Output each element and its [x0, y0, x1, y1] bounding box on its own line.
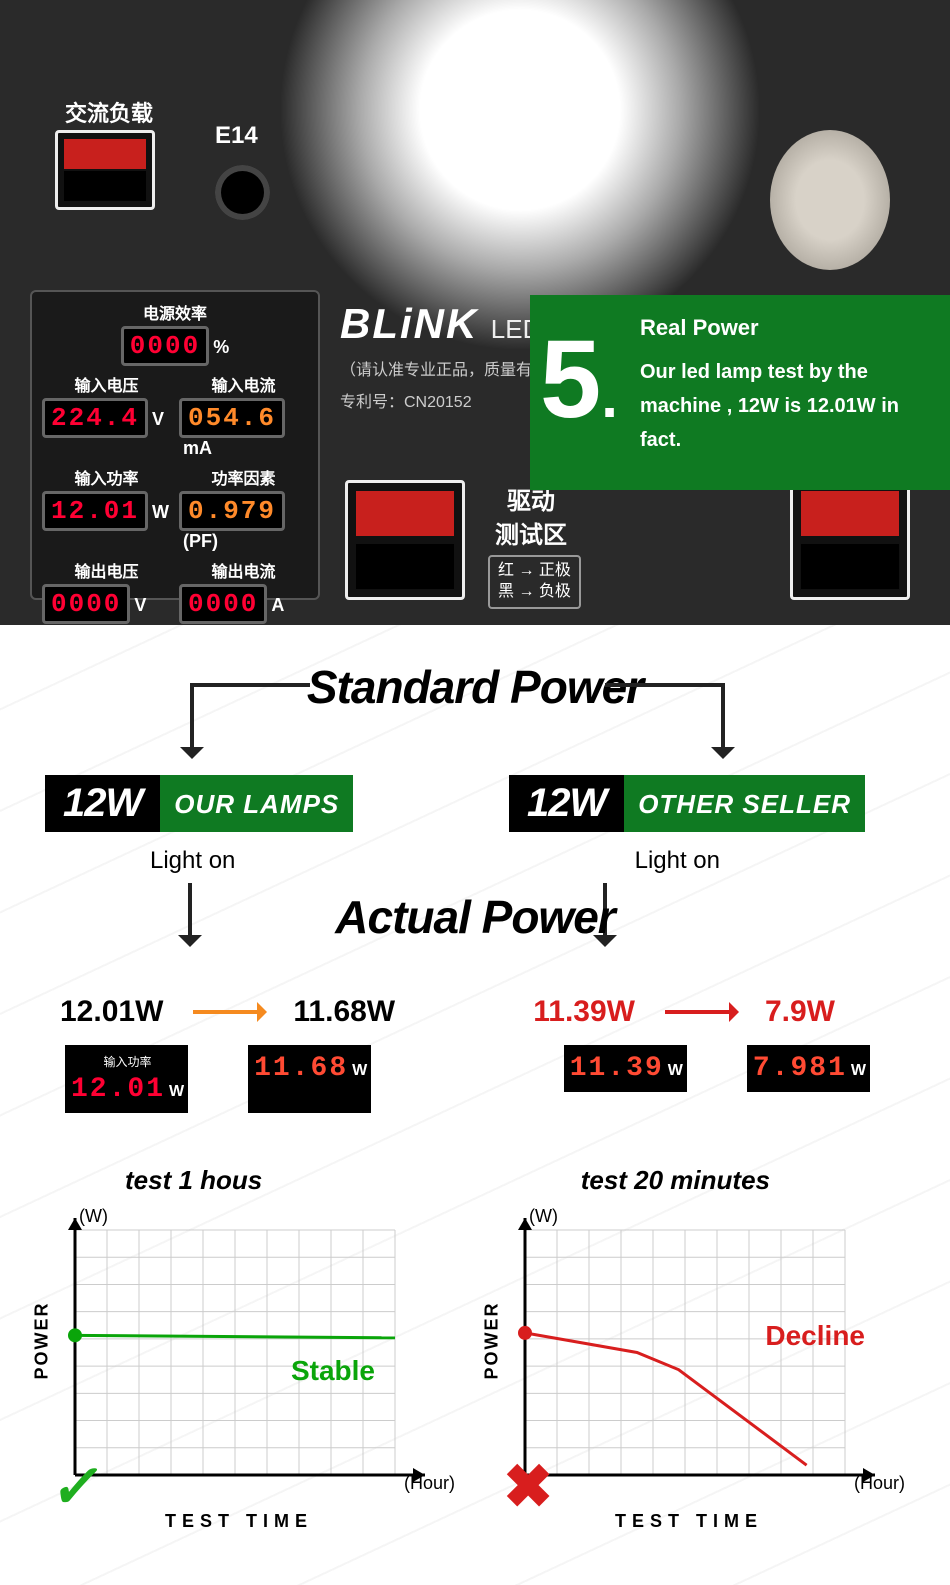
- drive-area-label: 驱动 测试区: [495, 485, 567, 552]
- readout-unit: mA: [183, 438, 212, 458]
- y-unit: (W): [79, 1206, 108, 1227]
- tag-label: OUR LAMPS: [160, 775, 353, 832]
- power-to: 7.9W: [765, 995, 835, 1029]
- knob-icon: [215, 165, 270, 220]
- arrow-right-icon: [193, 1010, 263, 1014]
- readout-value: 0.979: [179, 491, 285, 531]
- brand-name: BLiNK: [340, 300, 478, 347]
- readout-value: 0000: [179, 584, 267, 624]
- y-axis-label: POWER: [482, 1301, 503, 1379]
- display-row-left: 输入功率12.01W 11.68W: [65, 1045, 371, 1113]
- branch-arrow-left-icon: [190, 683, 310, 753]
- y-axis-label: POWER: [32, 1301, 53, 1379]
- x-axis-label: TEST TIME: [615, 1511, 763, 1532]
- readout-panel: 电源效率 0000% 输入电压224.4V 输入电流054.6mA 输入功率12…: [30, 290, 320, 600]
- power-from: 12.01W: [60, 995, 163, 1029]
- tag-label: OTHER SELLER: [624, 775, 865, 832]
- power-to: 11.68W: [293, 995, 395, 1029]
- heading-standard-power: Standard Power: [0, 660, 950, 714]
- y-unit: (W): [529, 1206, 558, 1227]
- power-from: 11.39W: [533, 995, 635, 1029]
- display-row-right: 11.39W 7.981W: [564, 1045, 870, 1092]
- x-unit: (Hour): [404, 1473, 455, 1494]
- label-light-on-right: Light on: [635, 847, 720, 875]
- readout-unit: %: [213, 337, 229, 357]
- x-axis-label: TEST TIME: [165, 1511, 313, 1532]
- readout-unit: A: [271, 595, 284, 615]
- led-display: 11.39W: [564, 1045, 687, 1092]
- test-duration-right: test 20 minutes: [581, 1165, 770, 1196]
- readout-unit: (PF): [183, 531, 218, 551]
- chart-word-stable: Stable: [291, 1355, 375, 1387]
- tag-watt: 12W: [45, 775, 160, 832]
- readout-label: 电源效率: [42, 300, 308, 324]
- label-e14: E14: [215, 122, 258, 150]
- heading-actual-power: Actual Power: [0, 890, 950, 944]
- readout-label: 输入电流: [179, 372, 308, 396]
- chart-stable: (W) POWER (Hour) TEST TIME Stable ✓: [45, 1210, 445, 1530]
- branch-arrow-right-icon: [605, 683, 725, 753]
- chart-word-decline: Decline: [765, 1320, 865, 1352]
- terminal-block-right-icon: [790, 480, 910, 600]
- led-display: 11.68W: [248, 1045, 371, 1113]
- callout-body: Our led lamp test by the machine , 12W i…: [640, 355, 932, 457]
- readout-value: 0000: [42, 584, 130, 624]
- terminal-block-left-icon: [345, 480, 465, 600]
- polarity-label: 红 → 正极 黑 → 负极: [488, 555, 581, 609]
- readout-label: 输出电流: [179, 558, 308, 582]
- led-display: 7.981W: [747, 1045, 870, 1092]
- rocker-switch-icon: [55, 130, 155, 210]
- callout-title: Real Power: [640, 315, 932, 341]
- readout-value: 12.01: [42, 491, 148, 531]
- arrow-right-icon: [665, 1010, 735, 1014]
- bulb-socket-icon: [770, 130, 890, 270]
- readout-value: 054.6: [179, 398, 285, 438]
- readout-label: 输入电压: [42, 372, 171, 396]
- readout-unit: V: [134, 595, 146, 615]
- callout-number: 5.: [540, 325, 618, 435]
- label-ac-load: 交流负载: [65, 96, 153, 128]
- tag-our-lamps: 12W OUR LAMPS: [45, 775, 353, 832]
- readout-unit: W: [152, 502, 169, 522]
- power-transition-right: 11.39W 7.9W: [533, 995, 835, 1029]
- x-unit: (Hour): [854, 1473, 905, 1494]
- power-transition-left: 12.01W 11.68W: [60, 995, 395, 1029]
- readout-label: 输入功率: [42, 465, 171, 489]
- label-light-on-left: Light on: [150, 847, 235, 875]
- readout-value: 0000: [121, 326, 209, 366]
- callout-box: 5. Real Power Our led lamp test by the m…: [530, 295, 950, 490]
- readout-value: 224.4: [42, 398, 148, 438]
- cross-icon: ✖: [503, 1452, 553, 1522]
- tag-other-seller: 12W OTHER SELLER: [509, 775, 865, 832]
- readout-unit: V: [152, 409, 164, 429]
- readout-label: 输出电压: [42, 558, 171, 582]
- tag-watt: 12W: [509, 775, 624, 832]
- tester-panel-image: 交流负载 E14 电源效率 0000% 输入电压224.4V 输入电流054.6…: [0, 0, 950, 625]
- readout-label: 功率因素: [179, 465, 308, 489]
- chart-decline: (W) POWER (Hour) TEST TIME Decline ✖: [495, 1210, 895, 1530]
- led-display: 输入功率12.01W: [65, 1045, 188, 1113]
- infographic-area: Standard Power 12W OUR LAMPS 12W OTHER S…: [0, 625, 950, 1585]
- test-duration-left: test 1 hous: [125, 1165, 262, 1196]
